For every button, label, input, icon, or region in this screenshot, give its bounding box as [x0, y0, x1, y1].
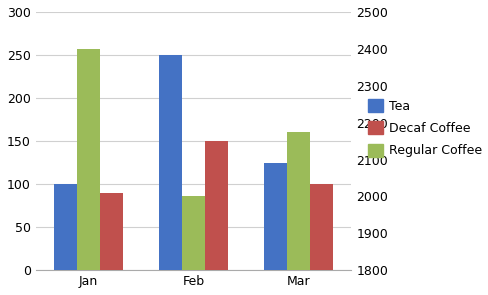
Legend: Tea, Decaf Coffee, Regular Coffee: Tea, Decaf Coffee, Regular Coffee — [364, 95, 486, 161]
Bar — [264, 163, 287, 270]
Bar — [100, 193, 123, 270]
Bar — [287, 132, 310, 295]
Bar — [182, 196, 205, 295]
Bar — [54, 184, 77, 270]
Bar — [159, 55, 182, 270]
Bar — [205, 141, 228, 270]
Bar — [310, 184, 333, 270]
Bar — [77, 49, 100, 295]
